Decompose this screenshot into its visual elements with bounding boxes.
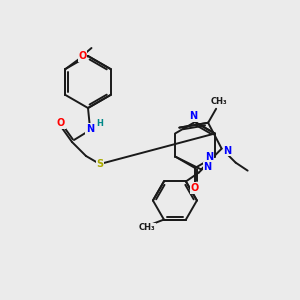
Text: CH₃: CH₃ bbox=[139, 223, 155, 232]
Text: O: O bbox=[191, 183, 199, 193]
Text: N: N bbox=[203, 163, 211, 172]
Text: N: N bbox=[189, 111, 197, 121]
Text: N: N bbox=[86, 124, 94, 134]
Text: CH₃: CH₃ bbox=[211, 97, 227, 106]
Text: N: N bbox=[224, 146, 232, 156]
Text: O: O bbox=[78, 51, 87, 61]
Text: N: N bbox=[205, 152, 213, 161]
Text: S: S bbox=[96, 159, 103, 169]
Text: H: H bbox=[97, 119, 104, 128]
Text: O: O bbox=[57, 118, 65, 128]
